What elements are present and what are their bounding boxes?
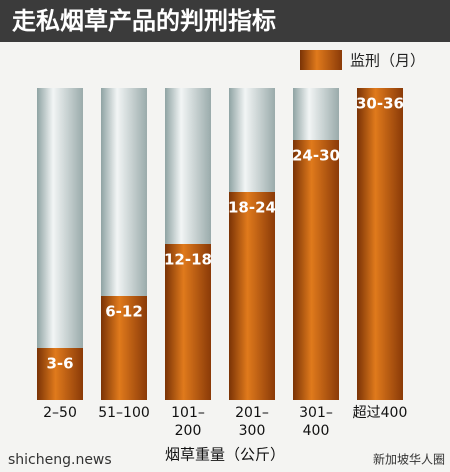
watermark: 新加坡华人圈 [373,452,445,467]
data-label: 18-24 [228,199,276,217]
x-tick-line: 101– [171,405,205,421]
bar [101,296,147,400]
bar [357,88,403,400]
x-tick-line: 301– [299,405,333,421]
chart-title: 走私烟草产品的判刑指标 [12,7,276,35]
x-tick-line: 201– [235,405,269,421]
x-tick-label: 301– 400 [299,405,333,439]
watermark: shicheng.news [8,452,112,468]
bar [229,192,275,400]
data-label: 3-6 [46,355,73,373]
bar [37,348,83,400]
x-tick-label: 超过400 [353,405,408,421]
legend-label: 监刑（月） [350,52,425,70]
legend-swatch [300,50,342,70]
x-tick-label: 201– 300 [235,405,269,439]
x-tick-line: 400 [303,423,330,439]
x-tick-line: 300 [239,423,266,439]
x-axis-label: 烟草重量（公斤） [165,446,285,464]
x-tick-line: 200 [175,423,202,439]
x-tick-label: 2–50 [43,405,77,421]
data-label: 12-18 [164,251,212,269]
data-label: 24-30 [292,147,340,165]
x-tick-label: 51–100 [98,405,150,421]
bar [165,244,211,400]
title-bar [0,0,450,42]
data-label: 30-36 [356,95,404,113]
x-tick-label: 101– 200 [171,405,205,439]
data-label: 6-12 [105,303,143,321]
bar [293,140,339,400]
